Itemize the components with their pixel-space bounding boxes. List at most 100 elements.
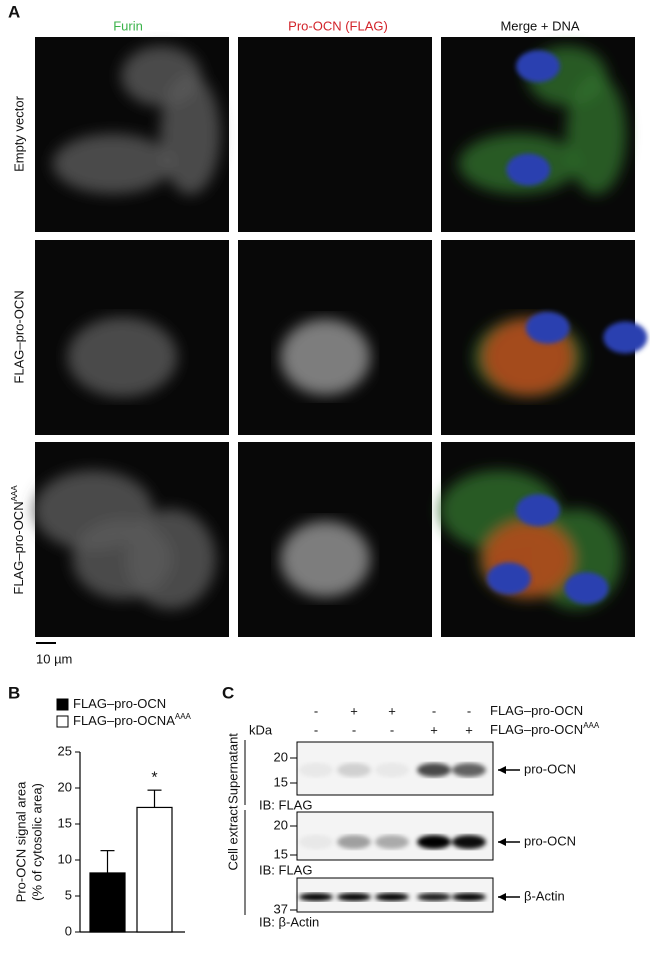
nuclei: [486, 494, 609, 605]
legend-label: FLAG–pro-OCN: [73, 696, 166, 711]
marker-label: 20: [274, 749, 288, 764]
bands: [299, 893, 486, 901]
y-tick-label: 20: [58, 779, 72, 794]
arrow-head: [498, 838, 506, 846]
cell: [67, 317, 178, 397]
y-tick-label: 0: [65, 923, 72, 938]
y-tick-label: 25: [58, 743, 72, 758]
marker-label: 15: [274, 846, 288, 861]
band: [337, 763, 371, 777]
legend-swatch: [56, 715, 69, 728]
condition-name: FLAG–pro-OCN: [490, 703, 583, 718]
column-header: Furin: [113, 18, 143, 33]
panel-letter: B: [8, 683, 20, 702]
legend-name: FLAG–pro-OCNA: [73, 713, 175, 728]
band: [375, 763, 409, 777]
cell-signal: [33, 470, 216, 609]
band: [337, 893, 371, 901]
nucleus: [603, 321, 648, 354]
bands: [299, 763, 486, 777]
ib-label: IB: β-Actin: [259, 914, 319, 929]
band: [375, 835, 409, 849]
nuclei: [506, 50, 560, 186]
column-header: Merge + DNA: [500, 18, 579, 33]
legend-label: FLAG–pro-OCNAAAA: [73, 712, 192, 728]
unit-label: kDa: [249, 722, 273, 737]
scale-bar-label: 10 µm: [36, 651, 72, 666]
row-label: FLAG–pro-OCNAAA: [10, 485, 26, 595]
nucleus: [486, 562, 531, 595]
sign: +: [430, 722, 438, 737]
y-tick-label: 5: [65, 887, 72, 902]
band: [299, 763, 333, 777]
sign: +: [388, 703, 396, 718]
band: [417, 893, 451, 901]
sign: -: [432, 703, 436, 718]
sign: +: [350, 703, 358, 718]
band: [375, 893, 409, 901]
bar: [136, 806, 173, 933]
sign: -: [467, 703, 471, 718]
arrow-head: [498, 766, 506, 774]
sign: -: [314, 703, 318, 718]
nucleus: [564, 572, 609, 605]
ib-label: IB: FLAG: [259, 797, 312, 812]
legend-sup: AAA: [175, 712, 192, 721]
sign: -: [352, 722, 356, 737]
row-label: Empty vector: [11, 95, 26, 172]
band-label: β-Actin: [524, 888, 565, 903]
band: [299, 835, 333, 849]
band: [337, 835, 371, 849]
condition-sup: AAA: [583, 721, 600, 730]
cell-signal: [52, 46, 221, 195]
condition-name: FLAG–pro-OCN: [490, 722, 583, 737]
sign: -: [390, 722, 394, 737]
column-header: Pro-OCN (FLAG): [288, 18, 388, 33]
cell: [280, 521, 371, 597]
y-tick-label: 15: [58, 815, 72, 830]
panel-letter: A: [8, 2, 20, 21]
bands: [299, 835, 486, 849]
band: [417, 835, 451, 849]
condition-label: FLAG–pro-OCN: [490, 703, 583, 718]
row-label: FLAG–pro-OCN: [11, 290, 26, 383]
cell: [52, 133, 173, 194]
band-label: pro-OCN: [524, 761, 576, 776]
panel-letter: C: [222, 683, 234, 702]
western-blots: - + + - - FLAG–pro-OCN - - - + + FLAG–pro-OCNAAA kDa…: [225, 703, 599, 929]
sign: -: [314, 722, 318, 737]
cell: [125, 509, 216, 609]
micrographs: [33, 37, 648, 637]
marker-label: 20: [274, 817, 288, 832]
nuclei: [525, 311, 648, 354]
group-label: Supernatant: [225, 733, 240, 804]
legend-swatch: [56, 698, 69, 711]
band: [452, 763, 486, 777]
sign: +: [465, 722, 473, 737]
cell: [160, 74, 221, 195]
nucleus: [516, 494, 560, 527]
band: [452, 835, 486, 849]
legend-name: FLAG–pro-OCN: [73, 696, 166, 711]
marker-label: 37: [274, 901, 288, 916]
band-label: pro-OCN: [524, 833, 576, 848]
cell-signal: [67, 317, 178, 397]
y-axis-label: (% of cytosolic area): [29, 783, 44, 901]
condition-label: FLAG–pro-OCNAAA: [490, 721, 600, 737]
nucleus: [506, 153, 551, 186]
y-tick-label: 10: [58, 851, 72, 866]
y-axis-label: Pro-OCN signal area: [13, 781, 28, 902]
bar: [89, 872, 126, 933]
nucleus: [525, 311, 570, 344]
band: [417, 763, 451, 777]
group-label: Cell extract: [225, 805, 240, 870]
band: [299, 893, 333, 901]
micrograph: [238, 37, 432, 232]
marker-label: 15: [274, 774, 288, 789]
ib-label: IB: FLAG: [259, 862, 312, 877]
bar-chart: 0 5 10 15 20 25 Pro-OCN signal area (% of cytos…: [13, 696, 191, 938]
cell: [566, 74, 627, 195]
cell-signal: [280, 521, 371, 597]
significance: *: [151, 769, 157, 786]
